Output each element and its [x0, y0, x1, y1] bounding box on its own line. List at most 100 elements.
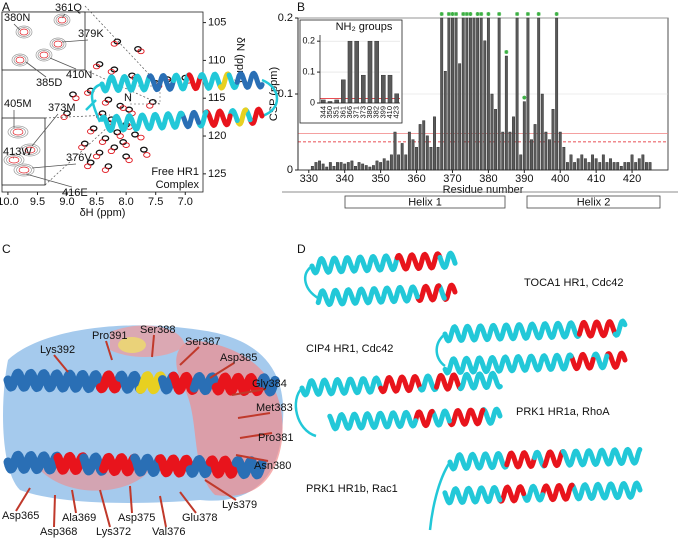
helix-ribbon	[418, 373, 439, 393]
helix-ribbon	[155, 454, 195, 478]
helix-ribbon	[227, 108, 240, 123]
bar	[544, 131, 548, 171]
inset-peak	[12, 128, 24, 136]
helix-box	[344, 195, 506, 209]
significance-star	[536, 12, 541, 16]
bar	[612, 162, 616, 171]
helix-ribbon	[115, 370, 145, 394]
loop	[428, 461, 452, 531]
peak	[131, 131, 139, 138]
x-tick-label: 8.0	[118, 196, 133, 208]
residue-label: Asp385	[220, 352, 257, 364]
bar	[332, 165, 336, 171]
helix-ribbon	[197, 71, 223, 91]
peak-annotation: 405M	[4, 98, 32, 110]
bar	[522, 101, 526, 171]
helix-ribbon	[315, 284, 420, 307]
panel-label: C	[2, 242, 11, 256]
bar	[364, 165, 368, 171]
side-chain	[99, 489, 111, 528]
terminus-label: N	[124, 92, 132, 104]
bar	[436, 146, 440, 171]
significance-star	[446, 12, 451, 16]
y-tick-label: 125	[208, 168, 226, 180]
residue-label: Asp365	[2, 510, 39, 522]
bar	[476, 17, 480, 171]
inset-peak	[53, 40, 63, 48]
annotation-arrow	[61, 39, 89, 43]
bar	[382, 158, 386, 171]
peak	[143, 152, 151, 158]
residue-label: Glu378	[182, 512, 217, 524]
x-tick-label: 410	[385, 106, 394, 119]
peak	[92, 153, 101, 160]
helix-ribbon	[521, 483, 546, 503]
inset-peak	[10, 127, 26, 137]
helix-ribbon	[576, 319, 618, 339]
significance-star	[479, 12, 484, 16]
helix-ribbon	[309, 253, 400, 276]
helix-ribbon	[186, 72, 203, 92]
annotation-arrow	[49, 57, 77, 70]
bar	[379, 162, 383, 171]
peak	[137, 134, 145, 141]
residue-label: Lys392	[40, 344, 75, 356]
helix-ribbon	[414, 283, 442, 303]
x-tick-label: 9.5	[30, 196, 45, 208]
helix-ribbon	[256, 373, 280, 397]
legend-entry: Complex	[156, 179, 200, 191]
side-chain	[204, 479, 237, 501]
residue-label: Lys379	[222, 499, 257, 511]
helix-box	[526, 195, 661, 209]
bar	[387, 74, 393, 104]
x-tick-label: 371	[352, 106, 361, 119]
inset-peak	[13, 163, 35, 177]
helix-ribbon	[378, 374, 424, 395]
significance-star	[439, 12, 444, 16]
bar	[422, 120, 426, 171]
inset-peak	[39, 51, 49, 59]
residue-label: Met383	[256, 402, 293, 414]
helix-ribbon	[3, 368, 105, 393]
peak-annotation: 380N	[4, 12, 30, 24]
significance-star	[515, 12, 520, 16]
bar	[591, 154, 594, 171]
x-tick-label: 350	[325, 106, 334, 119]
bar	[472, 17, 476, 171]
bar	[381, 74, 386, 104]
complex-label: PRK1 HR1b, Rac1	[306, 483, 398, 495]
inset-peak	[37, 50, 51, 60]
bar	[583, 158, 587, 171]
helix-ribbon	[504, 450, 537, 470]
peak	[137, 48, 145, 55]
y-tick-label: 105	[208, 16, 226, 28]
annotation-arrow	[25, 61, 47, 78]
x-tick-label: 351	[332, 106, 341, 119]
peak	[140, 146, 148, 153]
side-chain	[159, 495, 167, 528]
bar	[515, 17, 519, 171]
bar	[389, 154, 393, 171]
bar	[548, 139, 551, 171]
inset-peak	[49, 37, 67, 51]
helix-ribbon	[442, 352, 574, 376]
bar	[616, 162, 620, 171]
x-tick-label: 380	[479, 173, 497, 185]
bar	[350, 160, 354, 171]
y-tick-label: 0	[287, 164, 293, 176]
zoom-line	[44, 114, 111, 119]
inset-peak	[8, 156, 20, 164]
helix-ribbon	[434, 372, 463, 392]
bar	[580, 154, 584, 171]
helix-ribbon	[442, 320, 582, 344]
inset-peak	[6, 155, 22, 165]
inset-peak	[11, 53, 29, 67]
helix-ribbon	[446, 407, 486, 428]
y-tick-label: 110	[208, 54, 226, 66]
legend-entry: Free HR1	[151, 166, 199, 178]
side-chain	[209, 362, 235, 379]
bar	[314, 162, 318, 171]
bar	[334, 99, 339, 104]
bar	[490, 93, 494, 171]
helix-ribbon	[560, 446, 643, 468]
